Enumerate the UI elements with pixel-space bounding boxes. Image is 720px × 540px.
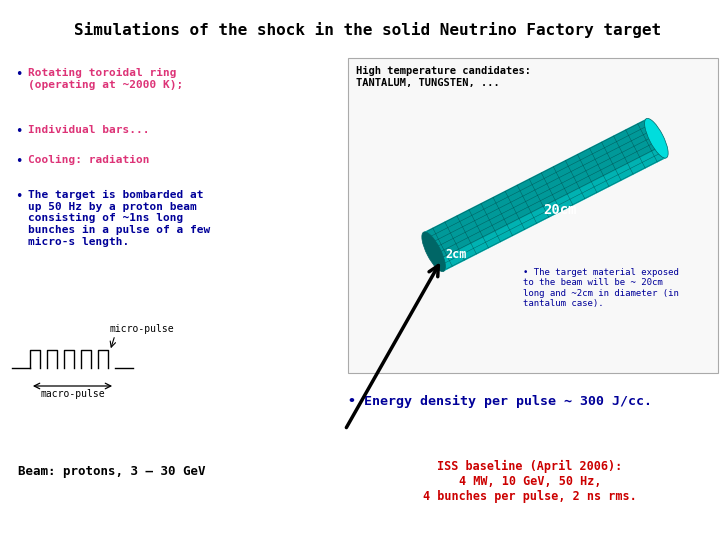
Text: 20cm: 20cm bbox=[544, 203, 577, 217]
Text: Rotating toroidal ring
(operating at ~2000 K);: Rotating toroidal ring (operating at ~20… bbox=[28, 68, 184, 90]
Text: • The target material exposed
to the beam will be ~ 20cm
long and ~2cm in diamet: • The target material exposed to the bea… bbox=[523, 268, 679, 308]
Polygon shape bbox=[423, 119, 667, 272]
Text: •: • bbox=[15, 155, 22, 168]
Text: •: • bbox=[15, 190, 22, 203]
Text: 2cm: 2cm bbox=[445, 248, 467, 261]
Text: • Energy density per pulse ~ 300 J/cc.: • Energy density per pulse ~ 300 J/cc. bbox=[348, 395, 652, 408]
Text: •: • bbox=[15, 68, 22, 81]
Text: Beam: protons, 3 – 30 GeV: Beam: protons, 3 – 30 GeV bbox=[18, 465, 205, 478]
Text: micro-pulse: micro-pulse bbox=[110, 324, 175, 334]
Text: Simulations of the shock in the solid Neutrino Factory target: Simulations of the shock in the solid Ne… bbox=[74, 22, 662, 38]
Ellipse shape bbox=[644, 118, 668, 158]
Text: macro-pulse: macro-pulse bbox=[40, 389, 105, 399]
Text: •: • bbox=[15, 125, 22, 138]
Bar bbox=[348, 58, 718, 373]
Text: The target is bombarded at
up 50 Hz by a proton beam
consisting of ~1ns long
bun: The target is bombarded at up 50 Hz by a… bbox=[28, 190, 210, 247]
Text: High temperature candidates:
TANTALUM, TUNGSTEN, ...: High temperature candidates: TANTALUM, T… bbox=[356, 66, 531, 87]
Text: ISS baseline (April 2006):
4 MW, 10 GeV, 50 Hz,
4 bunches per pulse, 2 ns rms.: ISS baseline (April 2006): 4 MW, 10 GeV,… bbox=[423, 460, 637, 503]
Text: Cooling: radiation: Cooling: radiation bbox=[28, 155, 150, 165]
Ellipse shape bbox=[422, 232, 446, 272]
Polygon shape bbox=[438, 147, 667, 272]
Text: Individual bars...: Individual bars... bbox=[28, 125, 150, 135]
